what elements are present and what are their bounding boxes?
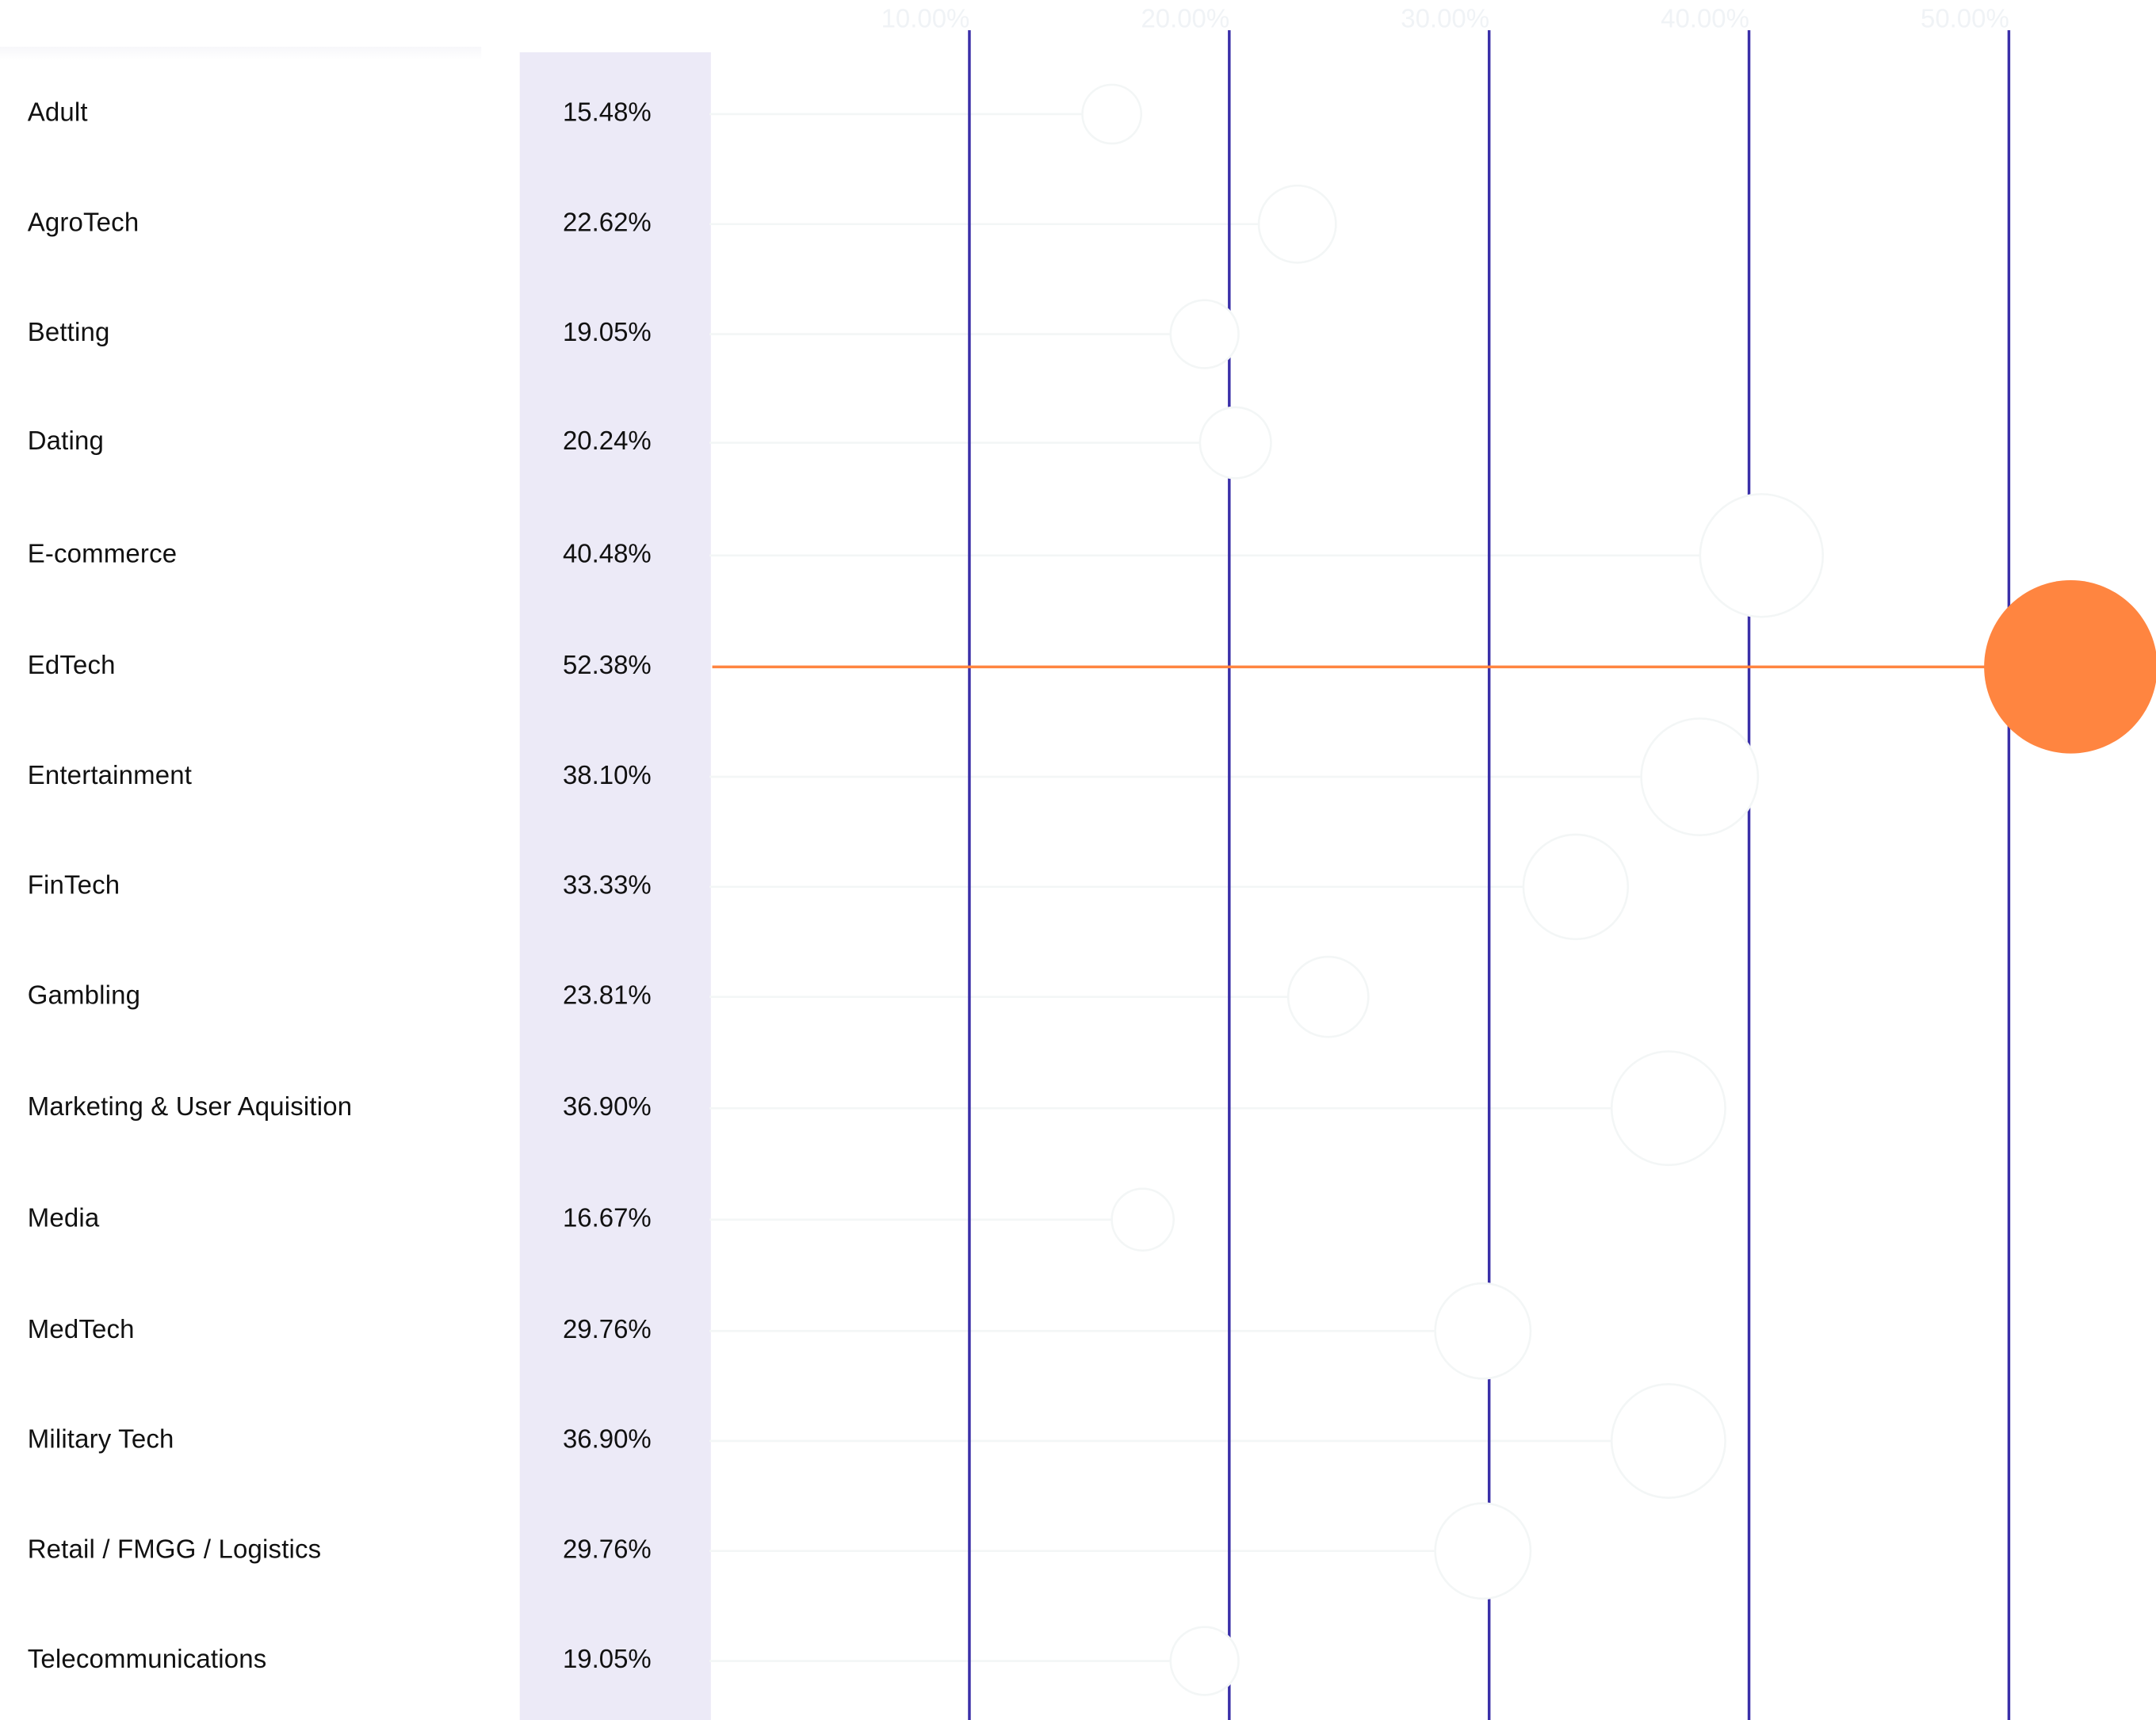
value-label: 52.38%	[562, 652, 652, 681]
value-label: 40.48%	[562, 540, 652, 570]
faded-point	[1257, 184, 1337, 264]
value-label: 19.05%	[562, 319, 652, 348]
category-label: Marketing & User Aquisition	[27, 1093, 353, 1122]
value-label: 22.62%	[562, 208, 652, 239]
value-label: 33.33%	[562, 871, 652, 901]
value-label: 20.24%	[562, 427, 652, 457]
value-label: 16.67%	[562, 1204, 652, 1234]
category-label: MedTech	[27, 1316, 135, 1345]
faded-point	[1434, 1502, 1532, 1600]
faded-point	[1640, 717, 1760, 837]
faded-point	[1169, 1626, 1240, 1696]
faded-point	[1286, 955, 1370, 1038]
category-label: Telecommunications	[27, 1645, 267, 1675]
x-tick-label: 20.00%	[1141, 4, 1229, 33]
x-tick-label: 10.00%	[881, 4, 970, 33]
faded-point	[1434, 1282, 1532, 1380]
category-label: Dating	[27, 427, 105, 457]
category-header	[0, 46, 482, 61]
category-label: Betting	[27, 319, 110, 348]
category-label: FinTech	[27, 871, 120, 901]
value-label: 29.76%	[562, 1316, 652, 1345]
category-label: AgroTech	[27, 208, 140, 239]
category-label: Retail / FMGG / Logistics	[27, 1535, 322, 1565]
faded-point	[1198, 406, 1272, 480]
faded-point	[1522, 833, 1630, 941]
x-tick-label: 50.00%	[1921, 4, 2009, 33]
value-label: 23.81%	[562, 981, 652, 1011]
value-label: 15.48%	[562, 98, 652, 128]
category-label: EdTech	[27, 652, 116, 681]
faded-point	[1081, 83, 1143, 145]
faded-point	[1610, 1382, 1726, 1499]
category-label: Adult	[27, 98, 88, 128]
highlight-point	[1984, 580, 2156, 754]
category-label: Entertainment	[27, 762, 193, 791]
value-label: 36.90%	[562, 1093, 652, 1122]
faded-point	[1169, 299, 1240, 369]
x-tick-label: 40.00%	[1661, 4, 1749, 33]
faded-point	[1610, 1050, 1726, 1167]
category-label: E-commerce	[27, 540, 178, 570]
faded-point	[1699, 493, 1825, 618]
x-tick-label: 30.00%	[1401, 4, 1489, 33]
category-label: Gambling	[27, 981, 141, 1011]
value-label: 36.90%	[562, 1425, 652, 1455]
category-label: Media	[27, 1204, 100, 1234]
value-label: 19.05%	[562, 1645, 652, 1675]
faded-point	[1110, 1187, 1175, 1252]
value-column	[519, 52, 711, 1720]
category-label: Military Tech	[27, 1425, 174, 1455]
value-label: 29.76%	[562, 1535, 652, 1565]
value-label: 38.10%	[562, 762, 652, 791]
